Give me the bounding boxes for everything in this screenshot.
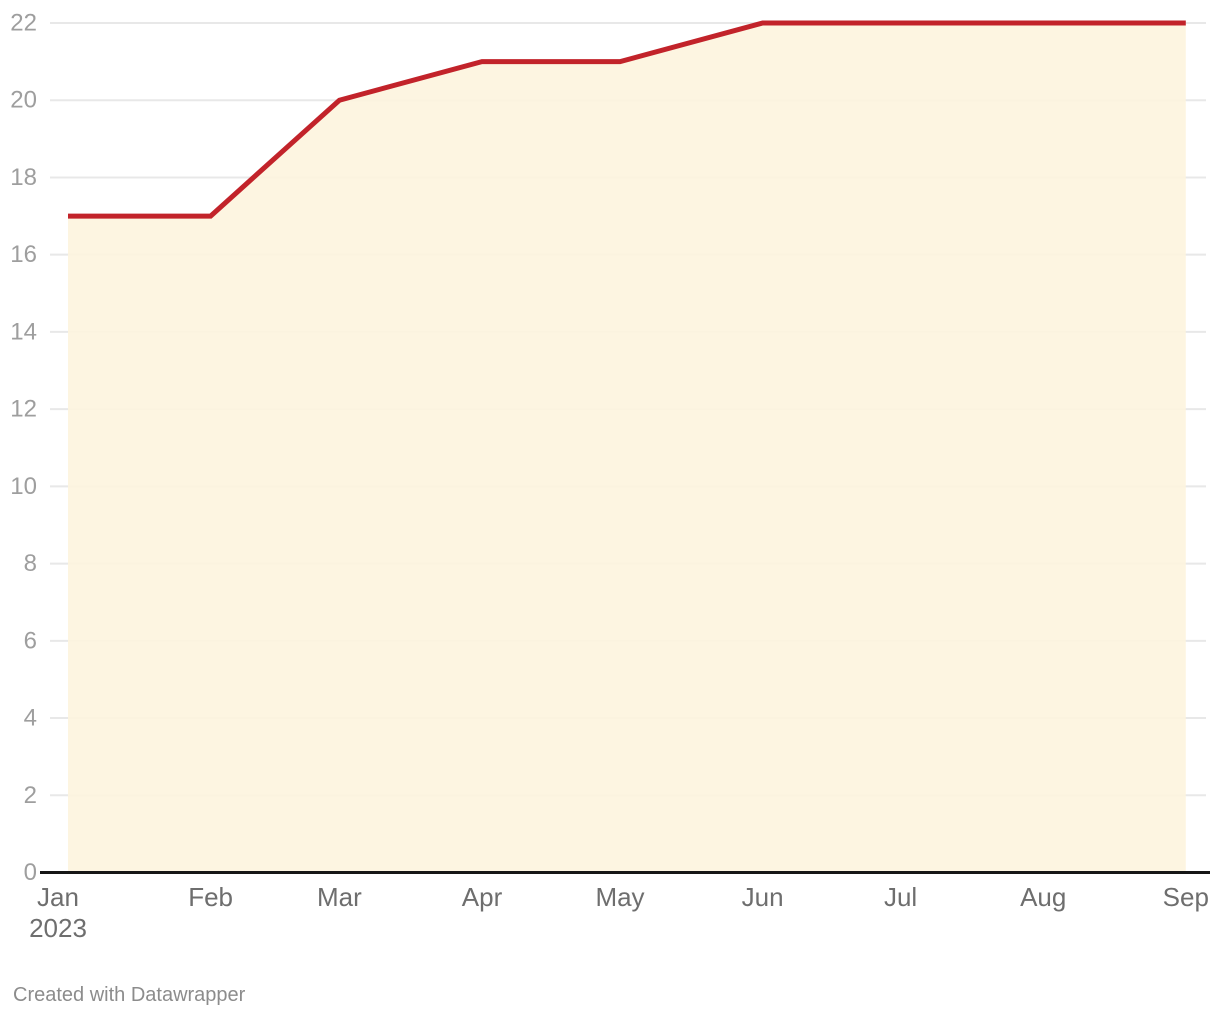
y-tick-label: 12 [10, 396, 37, 423]
attribution: Created with Datawrapper [13, 984, 245, 1007]
x-tick-label: May [595, 882, 644, 912]
y-tick-label: 10 [10, 473, 37, 500]
data-line [68, 20, 1186, 219]
y-tick-label: 20 [10, 87, 37, 114]
x-tick-label: Aug [1020, 882, 1066, 912]
area-fill [68, 23, 1186, 873]
y-tick-label: 4 [24, 705, 37, 732]
x-tick-label: Jun [742, 882, 784, 912]
y-tick-label: 18 [10, 164, 37, 191]
area-chart: 0 2 4 6 8 10 12 14 16 18 20 22 Jan 2023 Feb Mar Apr May Ju… [10, 10, 1210, 943]
y-tick-label: 0 [24, 859, 37, 886]
y-tick-label: 14 [10, 318, 37, 345]
x-tick-label: Feb [188, 882, 233, 912]
y-tick-label: 22 [10, 10, 37, 37]
x-tick-label: Sep [1163, 882, 1209, 912]
x-tick-label: Apr [462, 882, 503, 912]
y-tick-label: 16 [10, 241, 37, 268]
attribution-text: Created with Datawrapper [13, 984, 246, 1006]
x-tick-year-label: 2023 [29, 913, 87, 943]
y-tick-label: 8 [24, 550, 37, 577]
x-tick-label: Mar [317, 882, 362, 912]
x-tick-label: Jul [884, 882, 917, 912]
y-tick-label: 6 [24, 627, 37, 654]
y-tick-label: 2 [24, 782, 37, 809]
x-tick-label: Jan [37, 882, 79, 912]
